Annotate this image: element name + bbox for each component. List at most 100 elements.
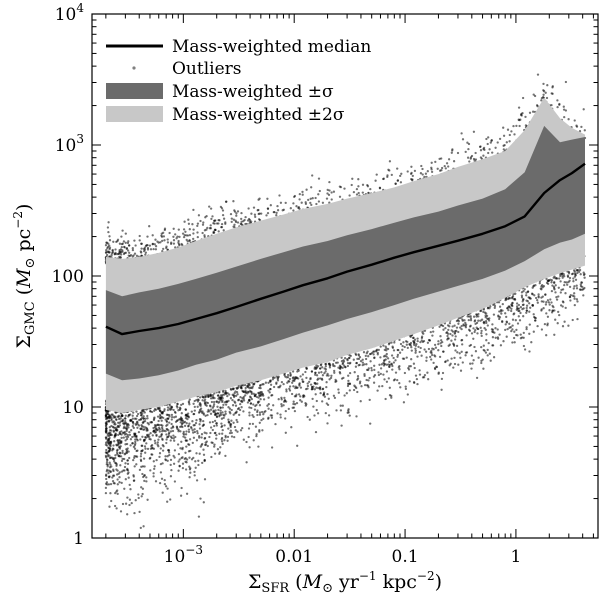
outlier-point (575, 268, 578, 272)
outlier-point (390, 396, 393, 399)
outlier-point (251, 422, 255, 426)
outlier-point (128, 456, 131, 460)
outlier-point (117, 472, 120, 475)
outlier-point (156, 443, 159, 446)
outlier-point (158, 435, 161, 438)
outlier-point (440, 388, 443, 391)
outlier-point (525, 327, 528, 331)
outlier-point (110, 433, 113, 437)
outlier-point (474, 151, 477, 155)
outlier-point (127, 240, 130, 243)
outlier-point (166, 500, 169, 503)
outlier-point (220, 222, 224, 226)
outlier-point (299, 375, 302, 378)
outlier-point (483, 349, 486, 352)
outlier-point (490, 139, 493, 142)
outlier-point (402, 341, 405, 344)
outlier-point (160, 433, 163, 437)
outlier-point (118, 424, 122, 427)
outlier-point (104, 422, 108, 425)
outlier-point (203, 431, 206, 434)
outlier-point (473, 345, 476, 349)
outlier-point (235, 387, 239, 390)
outlier-point (107, 242, 110, 245)
outlier-point (233, 209, 236, 212)
outlier-point (382, 364, 386, 367)
outlier-point (467, 142, 471, 146)
outlier-point (180, 440, 183, 443)
outlier-point (437, 342, 440, 346)
outlier-point (580, 125, 583, 129)
outlier-point (199, 420, 202, 423)
outlier-point (165, 441, 168, 445)
outlier-point (542, 285, 546, 288)
outlier-point (513, 330, 516, 333)
outlier-point (569, 294, 572, 297)
outlier-point (115, 463, 118, 466)
outlier-point (328, 366, 332, 369)
outlier-point (180, 425, 183, 428)
outlier-point (460, 327, 463, 331)
outlier-point (292, 202, 295, 205)
outlier-point (134, 423, 138, 426)
outlier-point (491, 328, 495, 331)
outlier-point (137, 496, 140, 500)
outlier-point (579, 273, 582, 276)
outlier-point (388, 386, 391, 389)
outlier-point (221, 213, 225, 217)
outlier-point (255, 395, 258, 399)
outlier-point (159, 413, 162, 416)
outlier-point (249, 402, 252, 405)
outlier-point (201, 411, 204, 415)
outlier-point (192, 208, 195, 212)
outlier-point (561, 274, 564, 277)
outlier-point (399, 181, 403, 184)
outlier-point (158, 407, 161, 410)
outlier-point (555, 296, 558, 299)
outlier-point (105, 448, 108, 452)
outlier-point (167, 432, 171, 435)
outlier-point (410, 349, 413, 352)
outlier-point (454, 349, 457, 352)
outlier-point (158, 452, 162, 455)
outlier-point (253, 213, 257, 216)
outlier-point (120, 436, 123, 440)
outlier-point (583, 129, 586, 132)
outlier-point (235, 214, 238, 217)
outlier-point (107, 230, 110, 234)
outlier-point (166, 455, 169, 458)
outlier-point (219, 409, 222, 412)
outlier-point (293, 195, 296, 199)
outlier-point (121, 451, 124, 455)
outlier-point (423, 175, 426, 179)
outlier-point (473, 320, 476, 323)
outlier-point (258, 394, 261, 397)
outlier-point (393, 378, 397, 381)
outlier-point (467, 318, 470, 322)
outlier-point (104, 436, 108, 439)
outlier-point (211, 406, 214, 409)
outlier-point (154, 480, 158, 483)
outlier-point (280, 398, 283, 401)
outlier-point (126, 467, 129, 471)
outlier-point (187, 400, 191, 403)
outlier-point (268, 391, 271, 394)
outlier-point (203, 437, 206, 440)
outlier-point (128, 498, 132, 501)
outlier-point (242, 219, 245, 223)
outlier-point (576, 271, 579, 275)
outlier-point (282, 400, 286, 403)
outlier-point (139, 455, 143, 458)
outlier-point (568, 295, 572, 299)
outlier-point (369, 187, 372, 191)
outlier-point (210, 400, 214, 404)
outlier-point (266, 197, 269, 200)
outlier-point (556, 322, 559, 325)
outlier-point (506, 128, 510, 131)
outlier-point (319, 364, 322, 367)
outlier-point (299, 395, 302, 398)
outlier-point (430, 161, 433, 164)
outlier-point (173, 480, 177, 483)
outlier-point (391, 364, 394, 368)
outlier-point (189, 471, 192, 474)
